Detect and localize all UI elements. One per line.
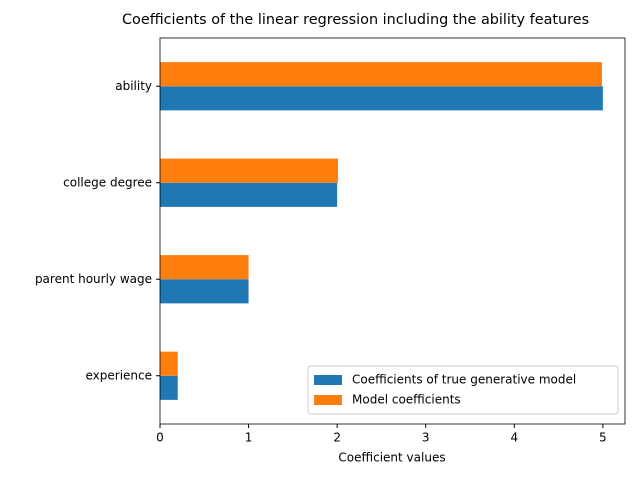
- bar: [160, 62, 602, 87]
- x-tick-label: 5: [599, 431, 607, 445]
- legend-swatch: [314, 395, 342, 405]
- bar: [160, 279, 249, 304]
- x-tick-label: 0: [156, 431, 164, 445]
- bar: [160, 255, 249, 280]
- x-tick-label: 2: [333, 431, 341, 445]
- bar: [160, 86, 603, 111]
- legend-label: Coefficients of true generative model: [352, 373, 576, 387]
- y-tick-label: parent hourly wage: [35, 272, 152, 286]
- legend-label: Model coefficients: [352, 393, 461, 407]
- x-tick-label: 1: [245, 431, 253, 445]
- axes-frame: [159, 37, 626, 425]
- bar: [160, 158, 339, 183]
- bar: [160, 351, 178, 376]
- bar: [160, 182, 338, 207]
- y-tick-label: ability: [115, 79, 152, 93]
- chart-title: Coefficients of the linear regression in…: [122, 12, 589, 28]
- x-axis-label: Coefficient values: [338, 451, 445, 465]
- legend-swatch: [314, 375, 342, 385]
- y-tick-label: experience: [85, 368, 152, 382]
- y-tick-label: college degree: [63, 175, 152, 189]
- x-tick-label: 3: [422, 431, 430, 445]
- legend-box: [307, 365, 619, 415]
- x-tick-label: 4: [510, 431, 518, 445]
- bar: [160, 375, 178, 400]
